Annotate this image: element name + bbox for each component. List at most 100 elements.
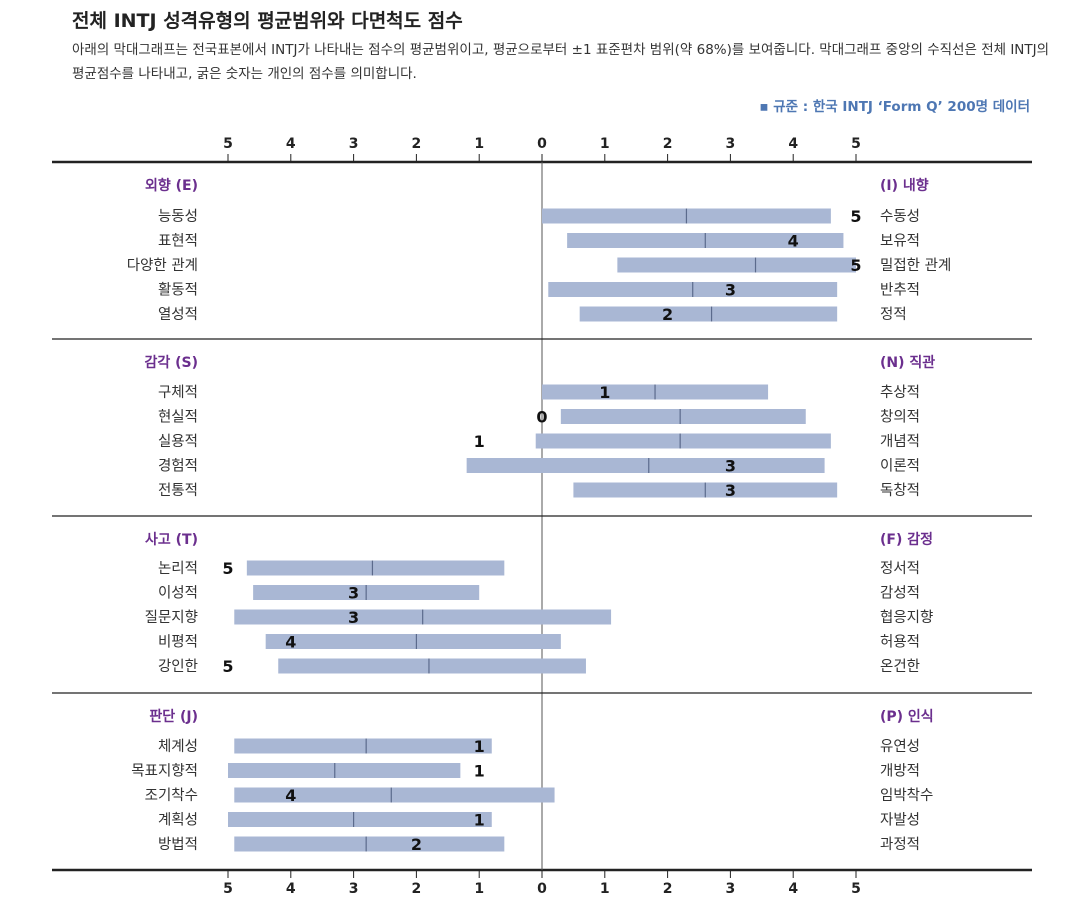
- right-facet-label: 개방적: [880, 763, 920, 780]
- x-tick-label: 2: [663, 136, 673, 152]
- right-facet-label: 감성적: [880, 585, 920, 602]
- right-pole-title: (N) 직관: [880, 354, 935, 371]
- x-tick-label: 5: [851, 881, 861, 897]
- left-facet-label: 이성적: [158, 585, 198, 602]
- right-facet-label: 자발성: [880, 812, 920, 829]
- left-pole-title: 판단 (J): [149, 708, 198, 725]
- right-facet-label: 보유적: [880, 233, 920, 250]
- individual-score: 3: [725, 481, 736, 500]
- individual-score: 4: [788, 232, 799, 251]
- right-facet-label: 추상적: [880, 384, 920, 401]
- x-tick-label: 1: [600, 881, 610, 897]
- right-pole-title: (P) 인식: [880, 708, 934, 725]
- range-bar: [246, 560, 505, 576]
- left-facet-label: 활동적: [158, 282, 198, 299]
- individual-score: 4: [285, 786, 296, 805]
- range-bar: [466, 458, 825, 473]
- left-facet-label: 비평적: [158, 634, 198, 651]
- individual-score: 2: [662, 305, 673, 324]
- left-facet-label: 열성적: [158, 306, 198, 323]
- right-facet-label: 수동성: [880, 208, 920, 225]
- right-facet-label: 과정적: [880, 836, 920, 853]
- left-facet-label: 체계성: [158, 738, 198, 755]
- right-pole-title: (I) 내향: [880, 177, 929, 194]
- left-facet-label: 실용적: [158, 433, 198, 450]
- x-tick-label: 3: [349, 136, 359, 152]
- range-bar: [228, 812, 492, 827]
- right-facet-label: 이론적: [880, 458, 920, 475]
- left-facet-label: 경험적: [158, 458, 198, 475]
- x-tick-label: 1: [474, 881, 484, 897]
- chart-title: 전체 INTJ 성격유형의 평균범위와 다면척도 점수: [72, 10, 463, 32]
- right-facet-label: 독창적: [880, 482, 920, 499]
- individual-score: 1: [474, 762, 485, 781]
- individual-score: 3: [725, 281, 736, 300]
- left-facet-label: 능동성: [158, 208, 198, 225]
- right-facet-label: 협응지향: [880, 609, 933, 626]
- x-tick-label: 2: [412, 881, 422, 897]
- left-facet-label: 논리적: [158, 560, 198, 577]
- left-pole-title: 감각 (S): [144, 354, 198, 371]
- left-facet-label: 구체적: [158, 384, 198, 401]
- individual-score: 5: [222, 657, 233, 676]
- x-tick-label: 3: [726, 881, 736, 897]
- x-tick-label: 4: [286, 881, 296, 897]
- range-bar: [234, 836, 505, 852]
- right-facet-label: 허용적: [880, 634, 920, 651]
- x-tick-label: 5: [851, 136, 861, 152]
- individual-score: 1: [599, 383, 610, 402]
- individual-score: 5: [850, 256, 861, 275]
- left-facet-label: 목표지향적: [131, 763, 198, 780]
- right-facet-label: 밀접한 관계: [880, 257, 951, 274]
- x-tick-label: 5: [223, 136, 233, 152]
- left-pole-title: 사고 (T): [145, 532, 198, 548]
- individual-score: 5: [222, 559, 233, 578]
- individual-score: 4: [285, 633, 296, 652]
- x-tick-label: 3: [349, 881, 359, 897]
- left-facet-label: 질문지향: [145, 609, 198, 626]
- range-bar: [617, 257, 856, 273]
- left-facet-label: 조기착수: [145, 787, 198, 804]
- x-tick-label: 4: [788, 881, 798, 897]
- x-tick-label: 1: [600, 136, 610, 152]
- left-facet-label: 방법적: [158, 836, 198, 853]
- individual-score: 3: [348, 584, 359, 603]
- individual-score: 2: [411, 835, 422, 854]
- chart-description: 아래의 막대그래프는 전국표본에서 INTJ가 나타내는 점수의 평균범위이고,…: [72, 42, 1050, 82]
- right-facet-label: 개념적: [880, 433, 920, 450]
- left-pole-title: 외향 (E): [145, 177, 198, 194]
- individual-score: 5: [850, 207, 861, 226]
- left-facet-label: 강인한: [158, 658, 198, 675]
- individual-score: 1: [474, 432, 485, 451]
- right-pole-title: (F) 감정: [880, 531, 933, 548]
- x-tick-label: 4: [788, 136, 798, 152]
- right-facet-label: 창의적: [880, 409, 920, 426]
- right-facet-label: 정적: [880, 306, 907, 323]
- left-facet-label: 현실적: [158, 409, 198, 426]
- range-bar: [579, 306, 838, 322]
- range-bar: [228, 763, 461, 778]
- right-facet-label: 온건한: [880, 658, 920, 675]
- individual-score: 0: [536, 408, 547, 427]
- individual-score: 3: [725, 457, 736, 476]
- x-tick-label: 2: [412, 136, 422, 152]
- range-bar: [265, 634, 561, 649]
- left-facet-label: 다양한 관계: [127, 257, 198, 274]
- left-facet-label: 표현적: [158, 233, 198, 250]
- data-source-note: ▪ 규준 : 한국 INTJ ‘Form Q’ 200명 데이터: [759, 99, 1030, 115]
- range-bar: [278, 658, 586, 674]
- left-facet-label: 전통적: [158, 482, 198, 499]
- x-tick-label: 5: [223, 881, 233, 897]
- individual-score: 1: [474, 737, 485, 756]
- individual-score: 1: [474, 811, 485, 830]
- range-bar: [535, 433, 831, 449]
- left-facet-label: 계획성: [158, 812, 198, 829]
- x-tick-label: 1: [474, 136, 484, 152]
- right-facet-label: 유연성: [880, 738, 920, 755]
- right-facet-label: 임박착수: [880, 787, 933, 804]
- individual-score: 3: [348, 608, 359, 627]
- range-bar: [234, 738, 492, 754]
- right-facet-label: 반추적: [880, 282, 920, 299]
- range-bar: [234, 787, 555, 803]
